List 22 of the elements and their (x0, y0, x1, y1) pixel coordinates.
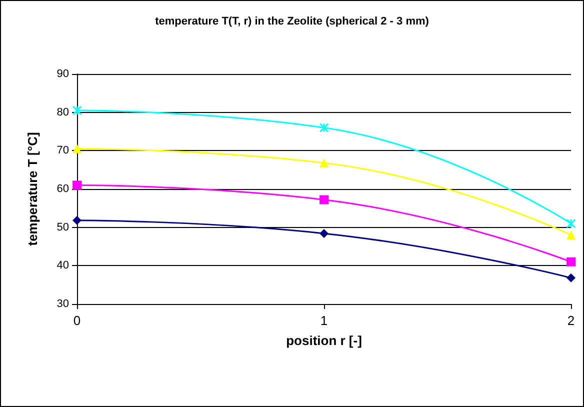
point (566, 218, 576, 228)
y-tick-label: 80 (56, 106, 69, 118)
y-tick-label: 70 (56, 144, 69, 157)
y-tick-label: 40 (56, 260, 69, 272)
x-tick-label: 2 (567, 313, 575, 328)
y-axis-title: temperature T [°C] (25, 132, 40, 246)
point (319, 122, 329, 132)
y-tick-label: 60 (56, 183, 69, 195)
point (320, 195, 328, 204)
y-tick-label: 30 (56, 298, 69, 310)
point (320, 228, 328, 238)
chart-title: temperature T(T, r) in the Zeolite (spherical 2 - 3 mm) (155, 16, 430, 28)
point (72, 216, 82, 225)
y-tick-label: 90 (56, 68, 69, 80)
point (566, 257, 576, 266)
point (566, 273, 576, 282)
y-tick-label: 50 (56, 221, 69, 234)
x-tick-label: 0 (73, 313, 81, 328)
point (566, 230, 576, 240)
x-axis-title: position r [-] (286, 333, 362, 348)
x-tick-label: 1 (320, 313, 328, 328)
point (320, 158, 328, 168)
